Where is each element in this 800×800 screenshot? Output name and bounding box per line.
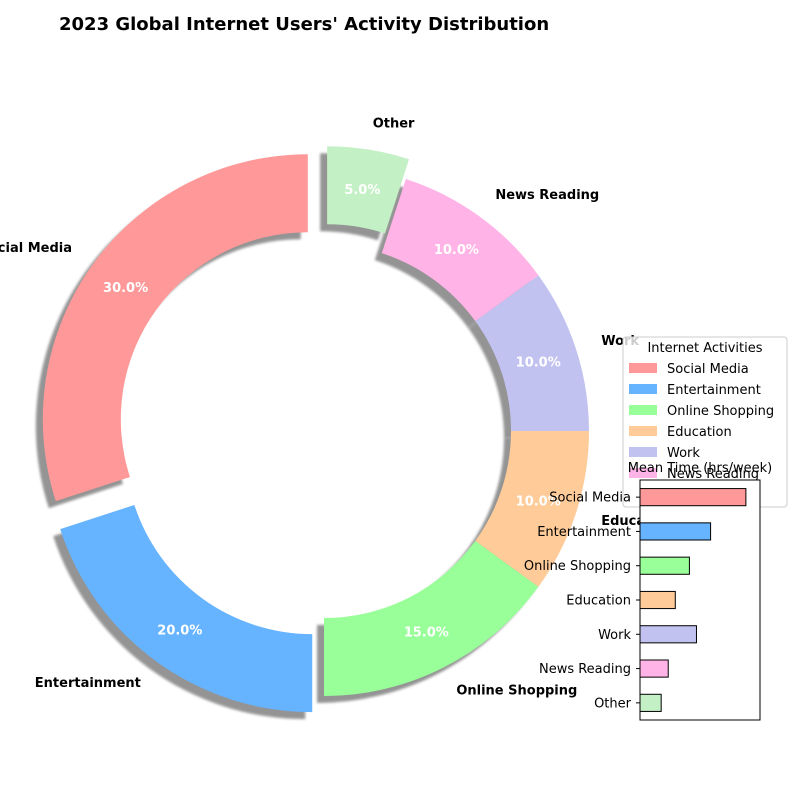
inset-title: Mean Time (hrs/week) — [628, 461, 773, 476]
legend-label-entertainment: Entertainment — [667, 383, 761, 398]
category-label-entertainment: Entertainment — [35, 676, 141, 691]
inset-bar-news-reading — [639, 659, 669, 678]
inset-frame — [639, 479, 761, 721]
inset-tick-label-other: Other — [594, 696, 632, 711]
inset-bar-other — [639, 693, 662, 712]
legend: Internet Activities Social Media Entertain… — [622, 336, 788, 508]
category-label-news-reading: News Reading — [495, 188, 599, 203]
percent-label-work: 10.0% — [516, 355, 561, 370]
category-label-social-media: Social Media — [0, 241, 72, 256]
inset-bar-education — [639, 590, 676, 610]
donut-chart — [42, 146, 589, 713]
inset-tick-label-news-reading: News Reading — [539, 662, 631, 677]
wedge-online-shopping — [324, 540, 539, 696]
inset-tick-label-social-media: Social Media — [549, 491, 631, 506]
inset-tick-label-education: Education — [566, 594, 631, 609]
category-label-online-shopping: Online Shopping — [456, 684, 577, 699]
wedge-news-reading — [381, 178, 539, 322]
wedge-entertainment — [60, 504, 313, 713]
inset-bar-chart: Mean Time (hrs/week) Social Media Entertai… — [524, 461, 773, 721]
category-label-other: Other — [373, 116, 415, 131]
legend-swatch-work — [629, 447, 657, 457]
legend-swatch-education — [629, 426, 657, 436]
legend-swatch-social-media — [629, 363, 657, 373]
legend-label-work: Work — [667, 446, 700, 461]
chart-title: 2023 Global Internet Users' Activity Dis… — [59, 14, 549, 35]
legend-label-news-reading: News Reading — [667, 467, 759, 482]
inset-tick-label-work: Work — [598, 628, 631, 643]
legend-swatch-online-shopping — [629, 405, 657, 415]
percent-label-news-reading: 10.0% — [434, 243, 479, 258]
wedge-social-media — [42, 154, 308, 502]
inset-bar-entertainment — [639, 522, 712, 541]
wedge-other — [327, 146, 410, 234]
percent-label-entertainment: 20.0% — [157, 623, 202, 638]
wedge-education — [475, 431, 589, 587]
donut-percent-labels: 30.0% 20.0% 15.0% 10.0% 10.0% 10.0% 5.0% — [103, 183, 561, 641]
legend-swatch-news-reading — [629, 468, 657, 478]
inset-bar-online-shopping — [639, 556, 690, 575]
legend-label-online-shopping: Online Shopping — [667, 404, 774, 419]
inset-tick-label-entertainment: Entertainment — [537, 525, 631, 540]
inset-bar-work — [639, 625, 697, 644]
legend-swatch-entertainment — [629, 384, 657, 394]
percent-label-online-shopping: 15.0% — [404, 626, 449, 641]
percent-label-social-media: 30.0% — [103, 281, 148, 296]
legend-label-education: Education — [667, 425, 732, 440]
wedge-work — [475, 275, 589, 431]
inset-bar-social-media — [639, 488, 747, 507]
percent-label-other: 5.0% — [344, 183, 380, 198]
legend-label-social-media: Social Media — [667, 362, 749, 377]
legend-title: Internet Activities — [647, 341, 762, 356]
percent-label-education: 10.0% — [516, 495, 561, 510]
inset-tick-label-online-shopping: Online Shopping — [524, 559, 631, 574]
